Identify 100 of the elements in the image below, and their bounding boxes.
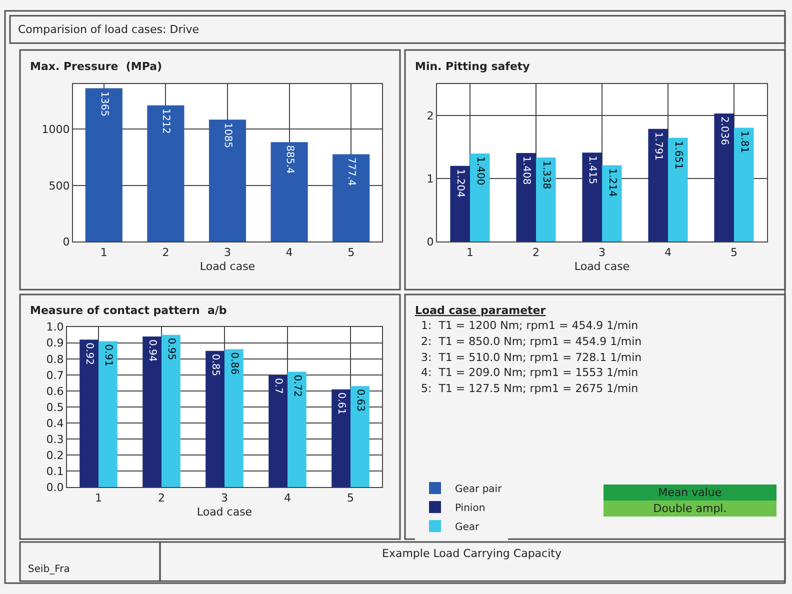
data-label: 1.400 xyxy=(474,156,486,186)
bar xyxy=(714,113,734,242)
x-tick-label: 4 xyxy=(664,246,672,259)
y-tick-label: 1000 xyxy=(42,123,70,136)
y-tick-label: 500 xyxy=(48,179,70,192)
y-tick-label: 0.5 xyxy=(46,400,64,414)
x-tick-label: 3 xyxy=(598,246,606,259)
x-axis-title: Load case xyxy=(200,260,256,274)
text: Example Load Carrying Capacity xyxy=(382,547,562,560)
x-tick-label: 4 xyxy=(286,246,293,259)
bar xyxy=(80,340,98,488)
bar xyxy=(350,386,370,488)
data-label: 0.95 xyxy=(165,338,176,360)
text: 4: T1 = 209.0 Nm; rpm1 = 1553 1/min xyxy=(421,366,638,379)
bar xyxy=(602,165,622,242)
y-tick-label: 1.0 xyxy=(46,320,64,334)
bar xyxy=(288,372,306,488)
data-label: 1.415 xyxy=(586,156,598,184)
legend-label: Gear xyxy=(455,522,480,533)
x-axis-title: Load case xyxy=(196,506,252,519)
y-tick-label: 0.4 xyxy=(46,416,64,430)
data-label: 2.036 xyxy=(718,116,730,146)
data-label: 1.204 xyxy=(454,168,466,198)
bar xyxy=(648,128,668,242)
y-tick-label: 0 xyxy=(62,236,70,249)
bar xyxy=(332,389,350,488)
data-label: 0.61 xyxy=(336,392,347,415)
text: 5: T1 = 127.5 Nm; rpm1 = 2675 1/min xyxy=(421,382,638,395)
data-label: 0.86 xyxy=(228,352,240,375)
text: 3: T1 = 510.0 Nm; rpm1 = 728.1 1/min xyxy=(421,351,642,364)
y-tick-label: 0 xyxy=(426,236,434,249)
y-tick-label: 0.3 xyxy=(46,432,64,446)
data-label: 0.92 xyxy=(84,342,95,365)
text: 2: T1 = 850.0 Nm; rpm1 = 454.9 1/min xyxy=(421,335,642,348)
bar xyxy=(224,349,244,488)
data-label: 1212 xyxy=(160,108,172,134)
chart-title: Measure of contact pattern a/b xyxy=(30,304,227,317)
bar xyxy=(208,120,246,242)
data-label: 1.338 xyxy=(540,160,552,190)
bar xyxy=(332,154,370,242)
x-tick-label: 1 xyxy=(100,246,108,259)
x-tick-label: 1 xyxy=(95,491,102,504)
bar xyxy=(206,350,224,488)
x-axis-title: Load case xyxy=(574,260,630,274)
bar xyxy=(516,153,536,242)
data-label: 1.81 xyxy=(738,130,750,153)
data-label: 0.72 xyxy=(291,374,302,398)
data-label: 1.651 xyxy=(672,140,684,170)
y-tick-label: 0.7 xyxy=(46,368,64,382)
y-tick-label: 0.0 xyxy=(46,481,64,494)
x-tick-label: 3 xyxy=(221,491,228,504)
y-tick-label: 0.2 xyxy=(46,449,64,462)
y-tick-label: 0.8 xyxy=(46,352,64,366)
x-tick-label: 3 xyxy=(224,246,231,259)
x-tick-label: 5 xyxy=(348,246,355,259)
y-tick-label: 2 xyxy=(426,110,434,123)
x-tick-label: 1 xyxy=(466,246,474,259)
y-tick-label: 0.1 xyxy=(46,465,64,478)
y-tick-label: 1 xyxy=(426,172,434,186)
text: Mean value xyxy=(658,486,722,499)
data-label: 1365 xyxy=(98,91,110,117)
data-label: 0.91 xyxy=(102,344,114,367)
bar xyxy=(270,142,308,242)
text: 1: T1 = 1200 Nm; rpm1 = 454.9 1/min xyxy=(421,319,638,332)
x-tick-label: 2 xyxy=(158,491,165,504)
text: Load case parameter xyxy=(415,304,546,317)
x-tick-label: 2 xyxy=(532,246,540,259)
bar xyxy=(470,154,490,242)
bar xyxy=(450,166,470,242)
data-label: 1085 xyxy=(222,122,233,148)
bar xyxy=(268,374,288,488)
bar xyxy=(147,105,184,242)
data-label: 0.85 xyxy=(210,354,221,376)
data-label: 1.408 xyxy=(520,156,532,185)
bar xyxy=(536,157,556,242)
data-label: 1.214 xyxy=(606,168,618,197)
x-tick-label: 5 xyxy=(347,491,354,504)
chart-title: Min. Pitting safety xyxy=(415,60,530,73)
bar xyxy=(85,88,122,242)
x-tick-label: 4 xyxy=(284,491,291,504)
data-label: 0.63 xyxy=(354,389,366,412)
bar xyxy=(98,341,118,488)
bar xyxy=(162,334,180,488)
bar xyxy=(734,128,754,242)
data-label: 0.7 xyxy=(272,378,284,394)
legend-label: Pinion xyxy=(455,502,486,514)
chart-title: Max. Pressure (MPa) xyxy=(30,60,162,73)
text: Comparision of load cases: Drive xyxy=(18,23,200,36)
text: Seib_Fra xyxy=(28,564,70,575)
legend-label: Gear pair xyxy=(455,484,503,495)
bar xyxy=(668,138,688,242)
data-label: 1.791 xyxy=(652,132,664,161)
data-label: 777.4 xyxy=(346,157,357,186)
data-label: 0.94 xyxy=(146,339,158,362)
x-tick-label: 2 xyxy=(162,246,170,259)
data-label: 885.4 xyxy=(284,145,295,174)
text: Double ampl. xyxy=(653,502,727,515)
bar xyxy=(142,336,162,488)
bar xyxy=(582,152,602,242)
y-tick-label: 0.6 xyxy=(46,384,64,398)
